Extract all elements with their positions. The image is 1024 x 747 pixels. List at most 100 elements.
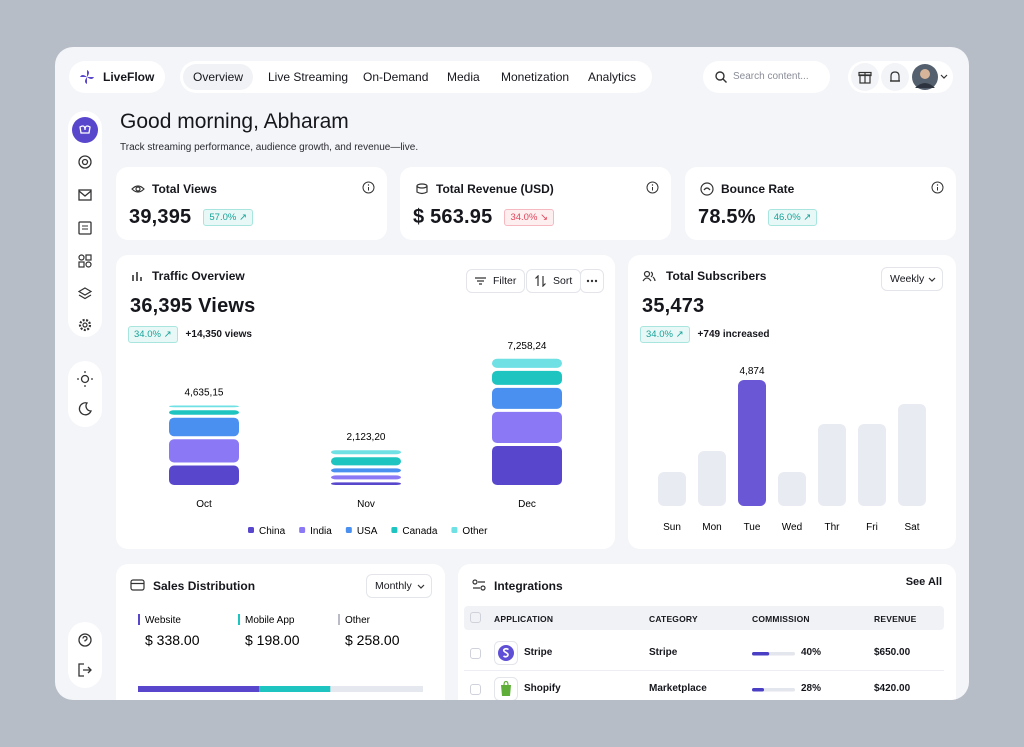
stat-value: 39,395: [129, 206, 192, 228]
trend-arrow: ↘: [540, 212, 548, 223]
bar-total-label: 4,635,15: [185, 387, 224, 398]
change-value: 34.0%: [510, 212, 538, 223]
filter-icon: [475, 277, 486, 285]
sales-segment: [138, 686, 260, 692]
checkbox[interactable]: [470, 648, 481, 659]
legend-bar: [338, 614, 340, 625]
see-all-link[interactable]: See All: [905, 576, 942, 588]
sidebar-home[interactable]: [70, 115, 100, 145]
sidebar-footer: [68, 622, 102, 688]
coins-icon: [416, 183, 428, 195]
gauge-icon: [700, 182, 714, 196]
bar-segment: [331, 468, 401, 473]
nav-item[interactable]: Monetization: [501, 70, 570, 84]
more-button[interactable]: [580, 269, 604, 293]
app-category: Marketplace: [649, 683, 707, 694]
help[interactable]: [76, 631, 94, 649]
dark-mode[interactable]: [76, 400, 94, 418]
x-tick-label: Oct: [196, 499, 212, 510]
period-dropdown[interactable]: Monthly: [366, 574, 432, 598]
sidebar-layers[interactable]: [76, 285, 94, 303]
sidebar-mail[interactable]: [76, 186, 94, 204]
sales-item-amount: $ 198.00: [245, 632, 300, 648]
app-name: Shopify: [524, 683, 561, 694]
app-logo: [494, 677, 518, 700]
sort-label: Sort: [553, 275, 573, 287]
bar: [738, 380, 766, 506]
sales-item-name: Other: [345, 615, 371, 626]
checkbox[interactable]: [470, 612, 481, 623]
checkbox[interactable]: [470, 684, 481, 695]
stat-value: $ 563.95: [413, 206, 493, 228]
nav-item[interactable]: Overview: [183, 64, 254, 90]
sidebar-apps[interactable]: [76, 252, 94, 270]
brand-logo: [80, 70, 94, 84]
filter-label: Filter: [493, 275, 517, 287]
nav-item[interactable]: Media: [447, 70, 480, 84]
change-value: 34.0%: [134, 329, 161, 340]
nav-item[interactable]: Live Streaming: [268, 70, 349, 84]
sidebar-docs[interactable]: [76, 219, 94, 237]
filter-button[interactable]: Filter: [466, 269, 526, 293]
sales-panel: Sales Distribution Monthly Website $ 338.…: [116, 564, 445, 700]
trend-arrow: ↗: [803, 212, 812, 223]
stat-card: Total Revenue (USD) $ 563.95 34.0% ↘: [400, 167, 671, 240]
bell-icon: [890, 71, 900, 82]
search-placeholder: Search content...: [733, 71, 809, 82]
legend-swatch: [248, 527, 254, 533]
brand[interactable]: LiveFlow: [69, 61, 165, 93]
column-header: APPLICATION: [494, 614, 554, 624]
info-icon[interactable]: [362, 181, 375, 194]
sort-button[interactable]: Sort: [526, 269, 582, 293]
sales-item-amount: $ 258.00: [345, 632, 400, 648]
logout[interactable]: [76, 661, 94, 679]
legend-bar: [138, 614, 140, 625]
stat-card: Total Views 39,395 57.0% ↗: [116, 167, 387, 240]
x-tick-label: Sun: [663, 522, 681, 533]
column-header: REVENUE: [874, 614, 917, 624]
bar: [818, 423, 846, 506]
bar-segment: [169, 405, 239, 408]
integrations-icon: [472, 579, 486, 591]
x-tick-label: Wed: [782, 522, 802, 533]
period-dropdown[interactable]: Weekly: [881, 267, 943, 291]
app: LiveFlow Overview Live Streaming On-Dema…: [55, 47, 969, 700]
card-icon: [130, 579, 145, 591]
info-icon[interactable]: [646, 181, 659, 194]
traffic-chart: 4,635,15 Oct 2,123,20 Nov 7,258,24 Dec China In…: [169, 341, 562, 537]
bar-segment: [169, 417, 239, 437]
commission-bar: [752, 652, 770, 656]
x-tick-label: Thr: [825, 522, 841, 533]
bar-segment: [331, 482, 401, 485]
toolbar: [848, 61, 953, 93]
commission-label: 40%: [801, 647, 822, 658]
search-box[interactable]: Search content...: [703, 61, 830, 93]
light-mode[interactable]: [76, 370, 94, 388]
brand-name: LiveFlow: [103, 70, 155, 84]
bar-segment: [492, 370, 562, 385]
bar: [778, 472, 806, 506]
gift-button[interactable]: [851, 63, 879, 91]
bar-segment: [492, 387, 562, 409]
greeting: Good morning, Abharam: [120, 110, 349, 133]
sidebar: [68, 111, 102, 337]
change-badge: 34.0% ↗: [640, 326, 690, 343]
sidebar-settings[interactable]: [76, 316, 94, 334]
stat-value: 78.5%: [698, 206, 756, 228]
commission-label: 28%: [801, 683, 822, 694]
sales-item-amount: $ 338.00: [145, 632, 200, 648]
x-tick-label: Fri: [866, 522, 878, 533]
column-header: COMMISSION: [752, 614, 810, 624]
avatar[interactable]: [912, 64, 950, 90]
info-icon[interactable]: [931, 181, 944, 194]
legend-label: Canada: [402, 526, 437, 537]
stat-card: Bounce Rate 78.5% 46.0% ↗: [685, 167, 956, 240]
users-icon: [642, 270, 656, 282]
notification-button[interactable]: [881, 63, 909, 91]
bar-segment: [492, 445, 562, 485]
nav-item[interactable]: Analytics: [588, 70, 637, 84]
change-value: 34.0%: [646, 329, 673, 340]
sort-icon: [535, 275, 546, 287]
sidebar-streams[interactable]: [76, 153, 94, 171]
nav-item[interactable]: On-Demand: [363, 70, 429, 84]
